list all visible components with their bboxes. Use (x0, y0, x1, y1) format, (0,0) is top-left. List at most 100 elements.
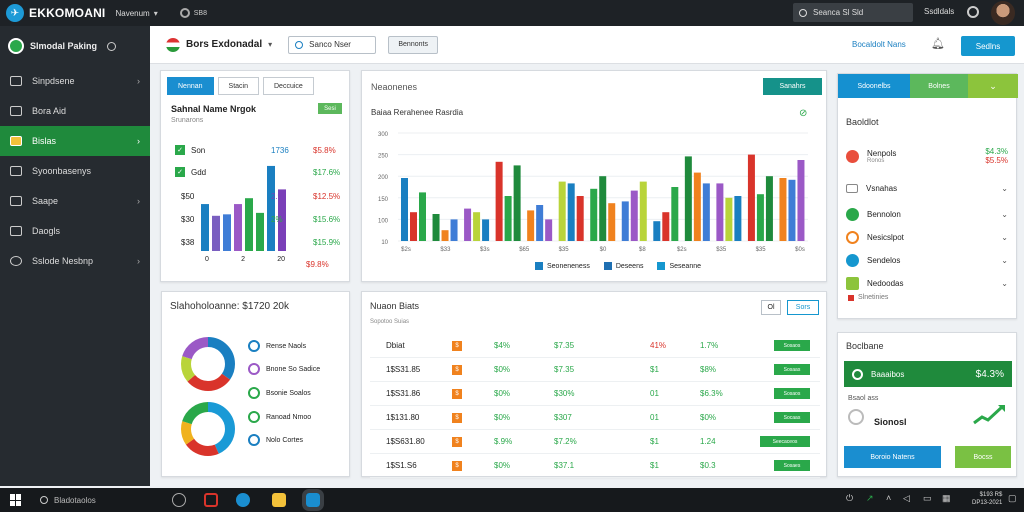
legend-label: Seoneneness (547, 262, 590, 270)
cell-amount: $7.2% (554, 437, 577, 446)
donut-slice (181, 337, 235, 391)
status-pill[interactable]: Seecaceos (760, 436, 810, 447)
folder-icon[interactable] (272, 493, 286, 507)
summary-row[interactable]: ✓ Son 1736 $5.8% (171, 139, 346, 161)
chevron-down-icon[interactable]: ⌄ (1001, 183, 1008, 193)
taskbar-search[interactable]: Bladotaolos (40, 496, 96, 505)
cortana-icon[interactable] (172, 493, 186, 507)
tab-bolnes[interactable]: Bolnes (910, 74, 968, 98)
summary-row[interactable]: $30 2% $15.6% (171, 208, 346, 230)
list-item[interactable]: Nesicslpot ⌄ (846, 226, 1008, 248)
status-pill[interactable]: Sosaas (774, 364, 810, 375)
chevron-down-icon[interactable]: ⌄ (1001, 209, 1008, 219)
link-icon[interactable]: ⊘ (799, 108, 808, 119)
app-icon-red[interactable] (204, 493, 218, 507)
taskbar-clock[interactable]: $193 R$ DP13-2021 (972, 491, 1002, 507)
notification-icon[interactable]: ▢ (1008, 493, 1017, 503)
summary-row[interactable]: $38 $15.9% (171, 231, 346, 253)
chart-bar (401, 178, 408, 241)
chevron-down-icon[interactable]: ⌄ (968, 74, 1018, 98)
chevron-down-icon[interactable]: ⌄ (1001, 232, 1008, 242)
table-row[interactable]: 1$S1.S6 $0% $37.1 $1 $0.3 $ Sosaes (370, 454, 820, 478)
list-item[interactable]: Vsnahas ⌄ (846, 177, 1008, 199)
table-sort-button[interactable]: Sors (787, 300, 819, 315)
sidebar-item-label: Bislas (32, 136, 57, 146)
info-icon (846, 253, 859, 267)
sidebar-item-daogls[interactable]: Daogls (0, 216, 150, 246)
cell-delta: $0% (700, 413, 717, 422)
speaker-icon[interactable]: ◁ (903, 493, 910, 503)
tab-deccuice[interactable]: Deccuice (263, 77, 314, 95)
currency-icon: $ (452, 437, 462, 447)
chevron-down-icon[interactable]: ⌄ (1001, 255, 1008, 265)
sidebar-item-syoonbasenys[interactable]: Syoonbasenys (0, 156, 150, 186)
checkbox-icon[interactable]: ✓ (175, 145, 185, 155)
status-pill[interactable]: Sosaos (774, 388, 810, 399)
search-icon[interactable] (107, 41, 117, 51)
active-app-icon[interactable] (302, 489, 324, 511)
chart-bar (590, 188, 598, 241)
search-icon (40, 496, 48, 504)
network-icon[interactable]: ↗ (866, 493, 874, 503)
secondary-action-button[interactable]: Bocss (955, 446, 1011, 468)
table-row[interactable]: 1$S631.80 $.9% $7.2% $1 1.24 $ Seecaceos (370, 430, 820, 454)
header-secondary-button[interactable]: Bennonts (388, 35, 439, 54)
chevron-down-icon[interactable]: ▾ (153, 8, 158, 18)
primary-action-button[interactable]: Boroio Natens (844, 446, 941, 468)
list-item[interactable]: Bennolon ⌄ (846, 203, 1008, 225)
sidebar-item-saape[interactable]: Saape › (0, 186, 150, 216)
notification-icon[interactable] (967, 6, 979, 18)
table-row[interactable]: 1$131.80 $0% $307 01 $0% $ Socaas (370, 406, 820, 430)
chart-action-button[interactable]: Sanahrs (763, 78, 822, 95)
table-filter-button[interactable]: Ol (761, 300, 781, 315)
global-search-input[interactable]: Seanca Sl Sld (793, 3, 913, 22)
list-item[interactable]: Nenpols Ronos $4.3% $5.5% (846, 142, 1008, 170)
battery-icon[interactable]: ▭ (923, 493, 932, 503)
search-icon (295, 40, 304, 49)
summary-row[interactable]: $50 2.% $12.5% (171, 185, 346, 207)
chevron-down-icon[interactable]: ⌄ (1001, 278, 1008, 288)
header-primary-button[interactable]: Sedlns (961, 36, 1015, 56)
power-icon[interactable]: ⏻ (846, 493, 854, 503)
table-row[interactable]: Dbiat $4% $7.35 41% 1.7% $ Sosaos (370, 334, 820, 358)
tab-stacin[interactable]: Stacin (217, 77, 259, 95)
bell-icon[interactable]: 🔔︎ (931, 38, 945, 50)
row-percent: $17.6% (313, 167, 341, 177)
chart-card-header: Neaonenes (371, 82, 418, 92)
cell-id: 1$131.80 (386, 413, 420, 422)
sidebar-item-sslode-nesbnp[interactable]: Sslode Nesbnp › (0, 246, 150, 276)
list-item[interactable]: Nedoodas ⌄ (846, 272, 1008, 294)
status-pill[interactable]: Sosaes (774, 460, 810, 471)
status-pill[interactable]: Sosaos (774, 340, 810, 351)
chevron-down-icon[interactable]: ▾ (268, 40, 273, 49)
chart-bar (756, 194, 764, 241)
avatar[interactable] (991, 1, 1015, 25)
clock-date: DP13-2021 (972, 500, 1003, 506)
workspace-switcher[interactable]: Navenum (115, 8, 150, 18)
chart-bar (482, 219, 490, 241)
status-pill[interactable]: Socaas (774, 412, 810, 423)
edge-icon[interactable] (236, 493, 250, 507)
balance-row[interactable]: Baaaibos $4.3% (844, 361, 1012, 387)
tab-nennan[interactable]: Nennan (167, 77, 214, 95)
page-search-input[interactable]: Sanco Nser (288, 35, 377, 54)
y-tick-label: 100 (378, 218, 389, 224)
keyboard-icon[interactable]: ▦ (942, 493, 951, 503)
sidebar-item-bislas[interactable]: Bislas › (0, 126, 150, 156)
table-row[interactable]: 1$S31.86 $0% $30% 01 $6.3% $ Sosaos (370, 382, 820, 406)
chart-bar (410, 212, 417, 241)
gear-icon[interactable] (179, 8, 190, 18)
checkbox-icon[interactable]: ✓ (175, 167, 185, 177)
summary-row[interactable]: ✓ Gdd $17.6% (171, 161, 346, 183)
chevron-up-icon[interactable]: ˄ (886, 493, 892, 503)
chart-bar (441, 230, 449, 241)
tab-sdoonelbs[interactable]: Sdoonelbs (838, 74, 910, 98)
x-tick-label: $3s (480, 247, 490, 253)
header-link[interactable]: Bocaldolt Nans (852, 40, 906, 49)
user-label[interactable]: Ssdldals (924, 7, 955, 16)
list-item[interactable]: Sendelos ⌄ (846, 249, 1008, 271)
windows-start-icon[interactable] (10, 494, 22, 506)
table-row[interactable]: 1$S31.85 $0% $7.35 $1 $8% $ Sosaas (370, 358, 820, 382)
sidebar-item-sinpdsene[interactable]: Sinpdsene › (0, 66, 150, 96)
sidebar-item-bora-aid[interactable]: Bora Aid (0, 96, 150, 126)
